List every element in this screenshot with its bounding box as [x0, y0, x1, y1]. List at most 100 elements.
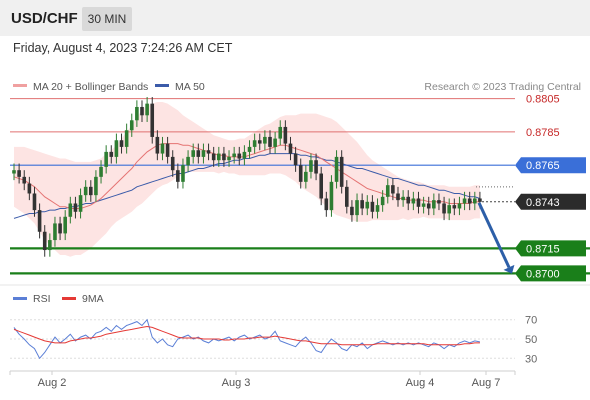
candle-body — [298, 165, 303, 182]
candle-body — [473, 198, 477, 204]
candles-layer — [12, 96, 482, 257]
candle-body — [257, 140, 262, 144]
candle-body — [334, 156, 339, 182]
candle-body — [99, 166, 103, 177]
candle-body — [242, 151, 247, 159]
candle-body — [293, 153, 298, 166]
candle-body — [217, 153, 221, 161]
candle-body — [278, 126, 283, 139]
ma50-legend-label: MA 50 — [175, 81, 205, 93]
candle-body — [135, 106, 139, 121]
candle-body — [442, 203, 446, 214]
bollinger-band-layer — [14, 102, 480, 257]
candle-body — [426, 203, 431, 209]
candle-body — [222, 153, 226, 161]
candle-body — [345, 186, 349, 207]
symbol-title: USD/CHF — [11, 10, 78, 27]
candle-body — [165, 143, 170, 157]
time-tick-label: Aug 4 — [406, 377, 435, 389]
candle-body — [370, 201, 375, 212]
rsi-legend-label: RSI — [33, 293, 51, 305]
candle-body — [447, 205, 451, 214]
candle-body — [406, 196, 411, 204]
credit-label: Research © 2023 Trading Central — [424, 81, 581, 93]
candle-body — [114, 140, 119, 157]
candle-body — [339, 156, 344, 187]
level-tag-support: 0.8715 — [526, 243, 560, 255]
candle-body — [350, 206, 354, 216]
rsi-ma-legend-label: 9MA — [82, 293, 104, 305]
candle-body — [140, 106, 144, 116]
candle-body — [196, 150, 201, 157]
candle-body — [129, 120, 134, 131]
candle-body — [283, 126, 288, 144]
candle-body — [206, 150, 211, 154]
candle-body — [355, 200, 359, 216]
candle-body — [462, 198, 467, 204]
candle-body — [232, 153, 236, 157]
candle-body — [396, 193, 400, 201]
candle-body — [416, 198, 421, 207]
candle-body — [73, 203, 78, 212]
timeframe-button[interactable]: 30 MIN — [82, 7, 132, 31]
candle-body — [27, 183, 32, 194]
rsi-ma-line — [13, 325, 480, 346]
level-labels-layer: 0.8805 0.8785 0.8765 0.8743 0.8715 0.8700 — [515, 94, 586, 282]
candle-body — [288, 143, 293, 154]
candle-body — [263, 136, 267, 144]
candle-body — [201, 150, 206, 157]
candle-body — [58, 223, 62, 234]
candle-body — [160, 143, 165, 154]
candle-body — [432, 200, 436, 209]
candle-body — [78, 195, 83, 212]
candle-body — [227, 156, 231, 161]
candle-body — [150, 103, 155, 137]
candle-body — [478, 198, 482, 202]
level-tag-resistance: 0.8785 — [526, 127, 560, 139]
candle-body — [186, 156, 190, 166]
candle-body — [109, 151, 114, 157]
ma50-legend-swatch — [155, 84, 169, 87]
level-tag-pivot: 0.8765 — [526, 160, 560, 172]
candle-body — [375, 205, 380, 212]
candle-body — [181, 165, 185, 182]
candle-body — [268, 136, 272, 147]
candle-body — [247, 146, 252, 152]
candle-body — [145, 103, 149, 116]
candle-body — [411, 198, 416, 204]
projection-arrow-head — [503, 264, 515, 274]
ma50-line — [13, 153, 481, 219]
candle-body — [176, 170, 180, 182]
candle-body — [273, 138, 277, 147]
rsi-tick-label: 50 — [525, 334, 537, 346]
candle-body — [360, 200, 364, 209]
candle-body — [42, 231, 47, 251]
candle-body — [304, 171, 308, 182]
candle-body — [314, 160, 318, 174]
candle-body — [401, 196, 405, 201]
candle-body — [63, 216, 67, 234]
datetime-label: Friday, August 4, 2023 7:24:26 AM CET — [13, 41, 233, 55]
candle-body — [17, 170, 21, 177]
rsi-legend-swatch — [13, 297, 27, 300]
ma20-legend-swatch — [13, 84, 27, 87]
candle-body — [457, 203, 462, 209]
candle-body — [211, 153, 216, 161]
candle-body — [12, 170, 16, 174]
bollinger-band — [14, 102, 480, 257]
candle-body — [104, 151, 108, 167]
candle-body — [237, 153, 242, 159]
candle-body — [329, 181, 334, 211]
candle-body — [124, 130, 129, 147]
projection-arrow-shaft — [477, 202, 511, 268]
projection-arrow-layer — [477, 202, 515, 274]
candle-body — [365, 201, 370, 209]
candle-body — [170, 156, 175, 171]
candle-body — [37, 210, 42, 232]
rsi-panel: 70 50 30 — [10, 315, 537, 365]
candle-body — [119, 140, 124, 147]
candle-body — [83, 186, 88, 196]
rsi-ma-legend-swatch — [62, 297, 76, 300]
